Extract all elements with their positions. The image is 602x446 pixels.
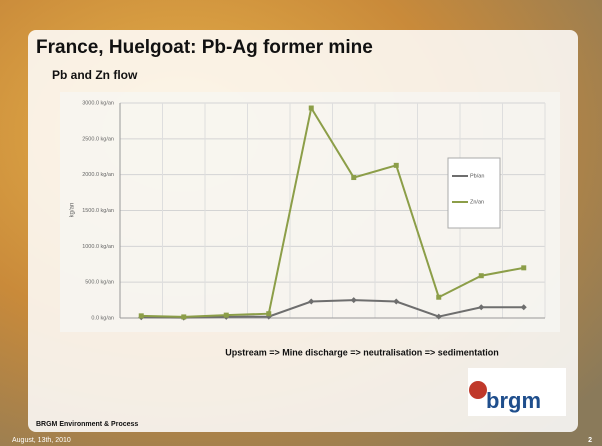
- legend-label: Pb/an: [470, 173, 484, 179]
- y-axis-label: kg/an: [70, 203, 76, 218]
- y-tick-label: 1000.0 kg/an: [82, 244, 114, 250]
- marker: [308, 105, 314, 111]
- series-line: [141, 105, 524, 318]
- slide-title: France, Huelgoat: Pb-Ag former mine: [36, 37, 373, 58]
- legend-label: Zn/an: [470, 199, 484, 205]
- y-tick-label: 3000.0 kg/an: [82, 100, 114, 106]
- marker: [308, 298, 315, 305]
- marker: [521, 265, 527, 271]
- slide-subtitle: Pb and Zn flow: [52, 68, 138, 82]
- marker: [478, 273, 484, 279]
- y-tick-label: 2500.0 kg/an: [82, 136, 114, 142]
- marker: [138, 313, 144, 319]
- marker: [181, 314, 187, 320]
- marker: [393, 298, 400, 305]
- marker: [478, 304, 485, 311]
- marker: [266, 311, 272, 317]
- marker: [520, 304, 527, 311]
- marker: [436, 294, 442, 300]
- caption: Upstream => Mine discharge => neutralisa…: [225, 347, 499, 357]
- page-number: 2: [588, 437, 592, 444]
- series-line: [141, 299, 524, 319]
- marker: [350, 297, 357, 304]
- logo-mark: [469, 381, 487, 399]
- footer: BRGM Environment & Process: [36, 421, 138, 428]
- marker: [393, 162, 399, 168]
- y-tick-label: 0.0 kg/an: [91, 315, 114, 321]
- y-tick-label: 500.0 kg/an: [85, 280, 114, 286]
- y-tick-label: 2000.0 kg/an: [82, 172, 114, 178]
- legend-box: [447, 157, 501, 229]
- logo-text: brgm: [486, 388, 541, 413]
- marker: [351, 175, 357, 181]
- marker: [223, 312, 229, 318]
- date: August, 13th, 2010: [12, 437, 71, 444]
- y-tick-label: 1500.0 kg/an: [82, 208, 114, 214]
- marker: [435, 313, 442, 320]
